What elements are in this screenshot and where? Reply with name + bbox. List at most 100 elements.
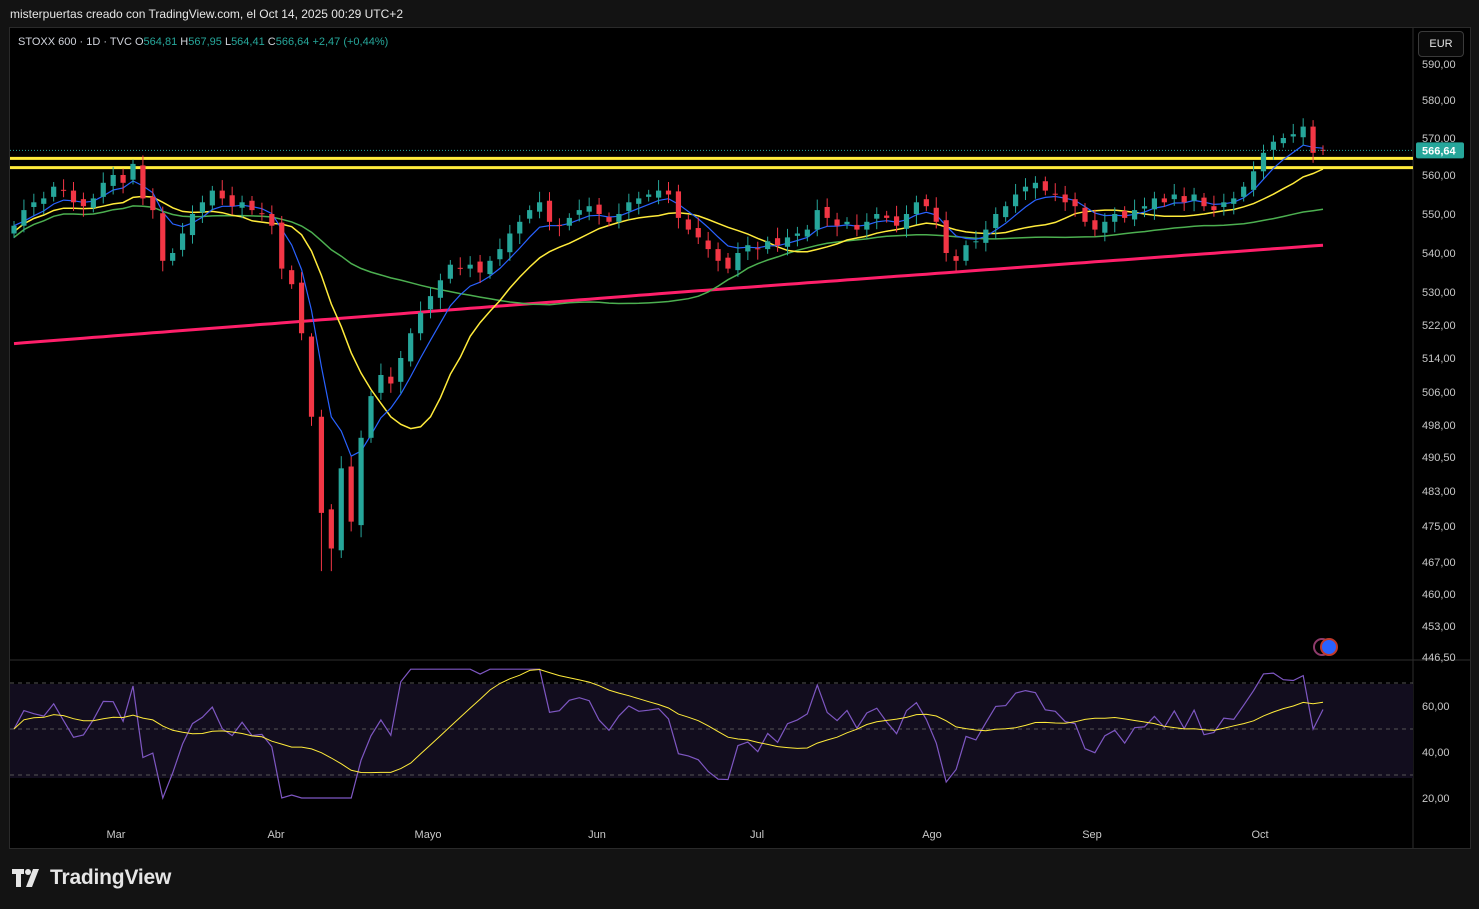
candle-body xyxy=(1032,182,1039,189)
price-tick-label: 475,00 xyxy=(1422,521,1456,533)
candle-body xyxy=(358,437,364,526)
candle-body xyxy=(1012,194,1019,207)
candle-body xyxy=(655,190,662,198)
rsi-tick-label: 40,00 xyxy=(1422,747,1450,759)
rsi-line xyxy=(13,668,1324,801)
candle-body xyxy=(259,213,265,215)
candle-body xyxy=(1290,134,1296,137)
candle-body xyxy=(388,376,394,384)
candle-body xyxy=(1082,207,1088,222)
candle-body xyxy=(1241,186,1247,197)
candle-body xyxy=(427,296,434,310)
candle-body xyxy=(626,202,632,211)
candle-body xyxy=(130,163,136,180)
close-value: 566,64 xyxy=(275,36,310,48)
candle-body xyxy=(1131,210,1138,220)
ma-pink-line xyxy=(13,243,1324,346)
candle-body xyxy=(249,200,255,211)
candle-body xyxy=(1300,126,1306,138)
candle-body xyxy=(834,219,840,226)
symbol-label[interactable]: STOXX 600 · 1D · TVC xyxy=(18,36,132,48)
change-value: +2,47 (+0,44%) xyxy=(312,36,389,48)
candle-body xyxy=(854,224,860,230)
price-tick-label: 540,00 xyxy=(1422,248,1456,260)
rsi-ma-line xyxy=(13,668,1324,774)
candle-body xyxy=(735,253,741,271)
candle-body xyxy=(60,189,67,191)
candle-body xyxy=(31,202,37,207)
last-price-tag: 566,64 xyxy=(1422,145,1457,157)
candle-body xyxy=(1310,126,1316,153)
candle-body xyxy=(21,210,27,226)
time-axis-label: Mar xyxy=(107,829,126,841)
candle-body xyxy=(348,466,354,522)
candle-body xyxy=(487,260,493,275)
price-tick-label: 560,00 xyxy=(1422,170,1456,182)
candle-body xyxy=(1260,152,1267,172)
candle-body xyxy=(1250,171,1257,190)
ma-yellow-line xyxy=(13,168,1324,430)
candle-body xyxy=(417,312,424,334)
candle-body xyxy=(100,182,106,197)
candle-body xyxy=(150,196,156,211)
price-tick-label: 580,00 xyxy=(1422,95,1456,107)
candle-body xyxy=(665,190,672,195)
price-tick-label: 590,00 xyxy=(1422,59,1456,71)
candle-body xyxy=(1042,181,1048,191)
candle-body xyxy=(90,198,96,208)
candle-body xyxy=(546,200,553,222)
currency-button[interactable]: EUR xyxy=(1418,31,1464,57)
price-tick-label: 483,00 xyxy=(1422,486,1456,498)
candle-body xyxy=(695,228,701,238)
candle-body xyxy=(477,261,483,273)
candle-body xyxy=(1062,194,1068,203)
time-axis-label: Abr xyxy=(267,829,284,841)
candle-body xyxy=(884,215,890,218)
candle-body xyxy=(685,219,691,230)
candle-body xyxy=(983,229,989,243)
open-value: 564,81 xyxy=(143,36,178,48)
rsi-band-fill xyxy=(10,684,1413,778)
ohlc-legend: STOXX 600 · 1D · TVC O564,81 H567,95 L56… xyxy=(18,36,388,48)
time-axis-label: Jun xyxy=(588,829,606,841)
candle-body xyxy=(437,280,444,298)
candle-body xyxy=(507,233,513,253)
time-axis-label: Mayo xyxy=(415,829,442,841)
candle-body xyxy=(616,214,622,222)
price-tick-label: 498,00 xyxy=(1422,420,1456,432)
candle-body xyxy=(398,358,404,382)
candle-body xyxy=(566,217,572,226)
candle-body xyxy=(378,375,384,393)
candle-body xyxy=(189,214,196,236)
price-tick-label: 522,00 xyxy=(1422,320,1456,332)
price-tick-label: 446,50 xyxy=(1422,652,1456,664)
candle-body xyxy=(239,202,245,208)
candle-body xyxy=(447,264,453,279)
candle-body xyxy=(289,270,295,285)
candle-body xyxy=(318,416,325,513)
candle-body xyxy=(457,267,463,269)
candle-body xyxy=(497,249,503,260)
candle-body xyxy=(536,202,543,212)
footer-brand: TradingView xyxy=(50,866,172,889)
tradingview-logo: TradingView xyxy=(12,866,171,890)
candle-body xyxy=(1141,206,1148,209)
candle-body xyxy=(804,229,810,237)
candle-body xyxy=(943,220,949,253)
candle-body xyxy=(774,238,781,246)
candle-body xyxy=(298,282,305,334)
candle-body xyxy=(170,253,176,261)
candle-body xyxy=(675,191,682,218)
candle-body xyxy=(1221,202,1227,207)
price-tick-label: 506,00 xyxy=(1422,387,1456,399)
candle-body xyxy=(1280,138,1286,144)
candle-body xyxy=(70,190,77,203)
candle-body xyxy=(80,199,87,207)
candle-body xyxy=(328,509,334,549)
price-tick-label: 460,00 xyxy=(1422,589,1456,601)
candle-body xyxy=(874,214,880,219)
price-tick-label: 530,00 xyxy=(1422,287,1456,299)
candle-body xyxy=(1231,198,1237,204)
candle-body xyxy=(160,213,166,261)
